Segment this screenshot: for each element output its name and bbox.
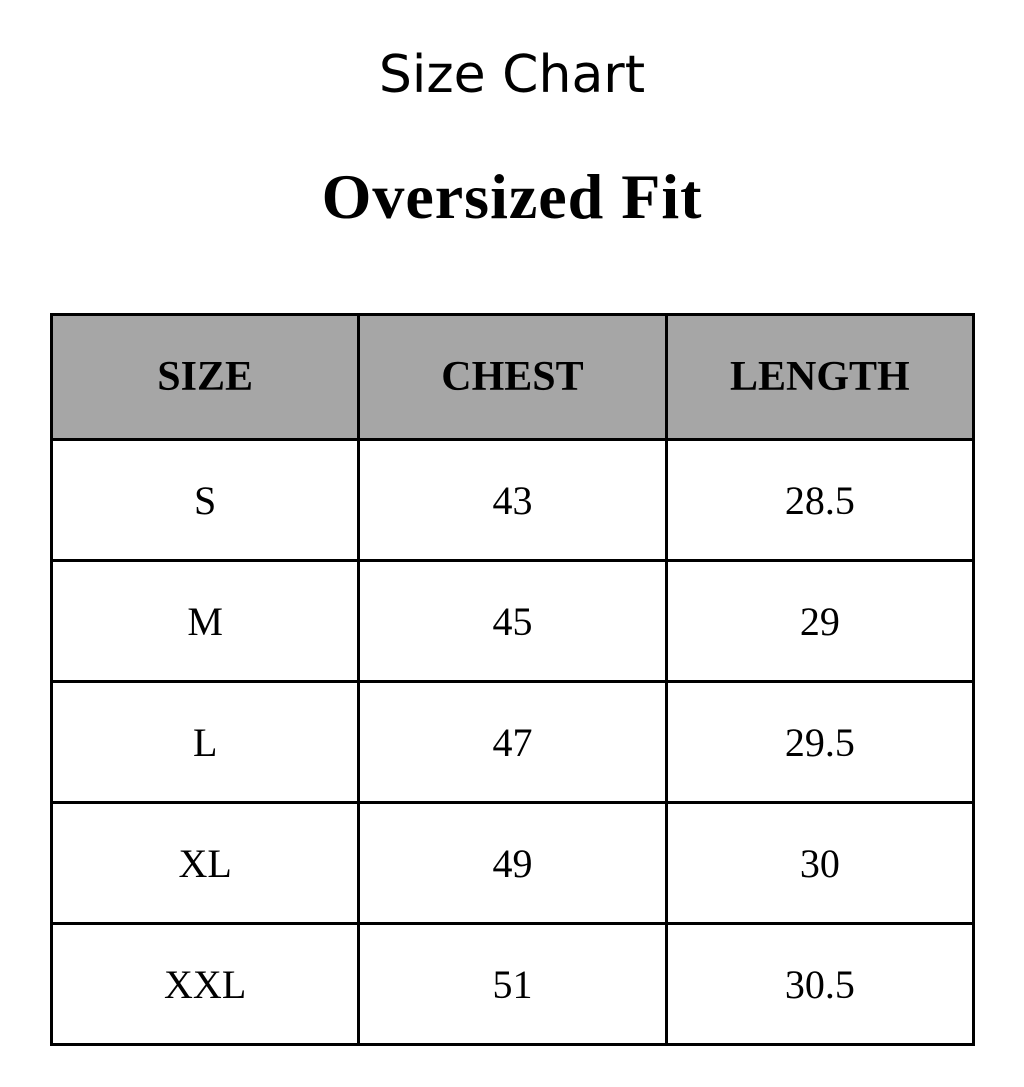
cell-length: 29.5 (664, 680, 976, 804)
cell-length: 28.5 (664, 438, 976, 562)
header-chest: CHEST (357, 313, 668, 441)
cell-chest: 45 (357, 559, 668, 683)
table-row: M 45 29 (49, 559, 976, 683)
cell-chest: 51 (357, 922, 668, 1046)
table-row: XXL 51 30.5 (49, 922, 976, 1046)
cell-chest: 49 (357, 801, 668, 925)
size-table: SIZE CHEST LENGTH S 43 28.5 M 45 29 L 47 29.5 XL 4… (49, 313, 976, 1046)
table-header-row: SIZE CHEST LENGTH (49, 313, 976, 441)
cell-size: XL (49, 801, 361, 925)
page-title: Size Chart (378, 45, 646, 105)
cell-length: 29 (664, 559, 976, 683)
header-length: LENGTH (664, 313, 976, 441)
cell-size: L (49, 680, 361, 804)
table-row: L 47 29.5 (49, 680, 976, 804)
cell-size: M (49, 559, 361, 683)
page-subtitle: Oversized Fit (321, 161, 703, 232)
cell-chest: 43 (357, 438, 668, 562)
cell-chest: 47 (357, 680, 668, 804)
cell-size: S (49, 438, 361, 562)
header-size: SIZE (49, 313, 361, 441)
table-row: XL 49 30 (49, 801, 976, 925)
cell-length: 30 (664, 801, 976, 925)
cell-length: 30.5 (664, 922, 976, 1046)
table-row: S 43 28.5 (49, 438, 976, 562)
cell-size: XXL (49, 922, 361, 1046)
